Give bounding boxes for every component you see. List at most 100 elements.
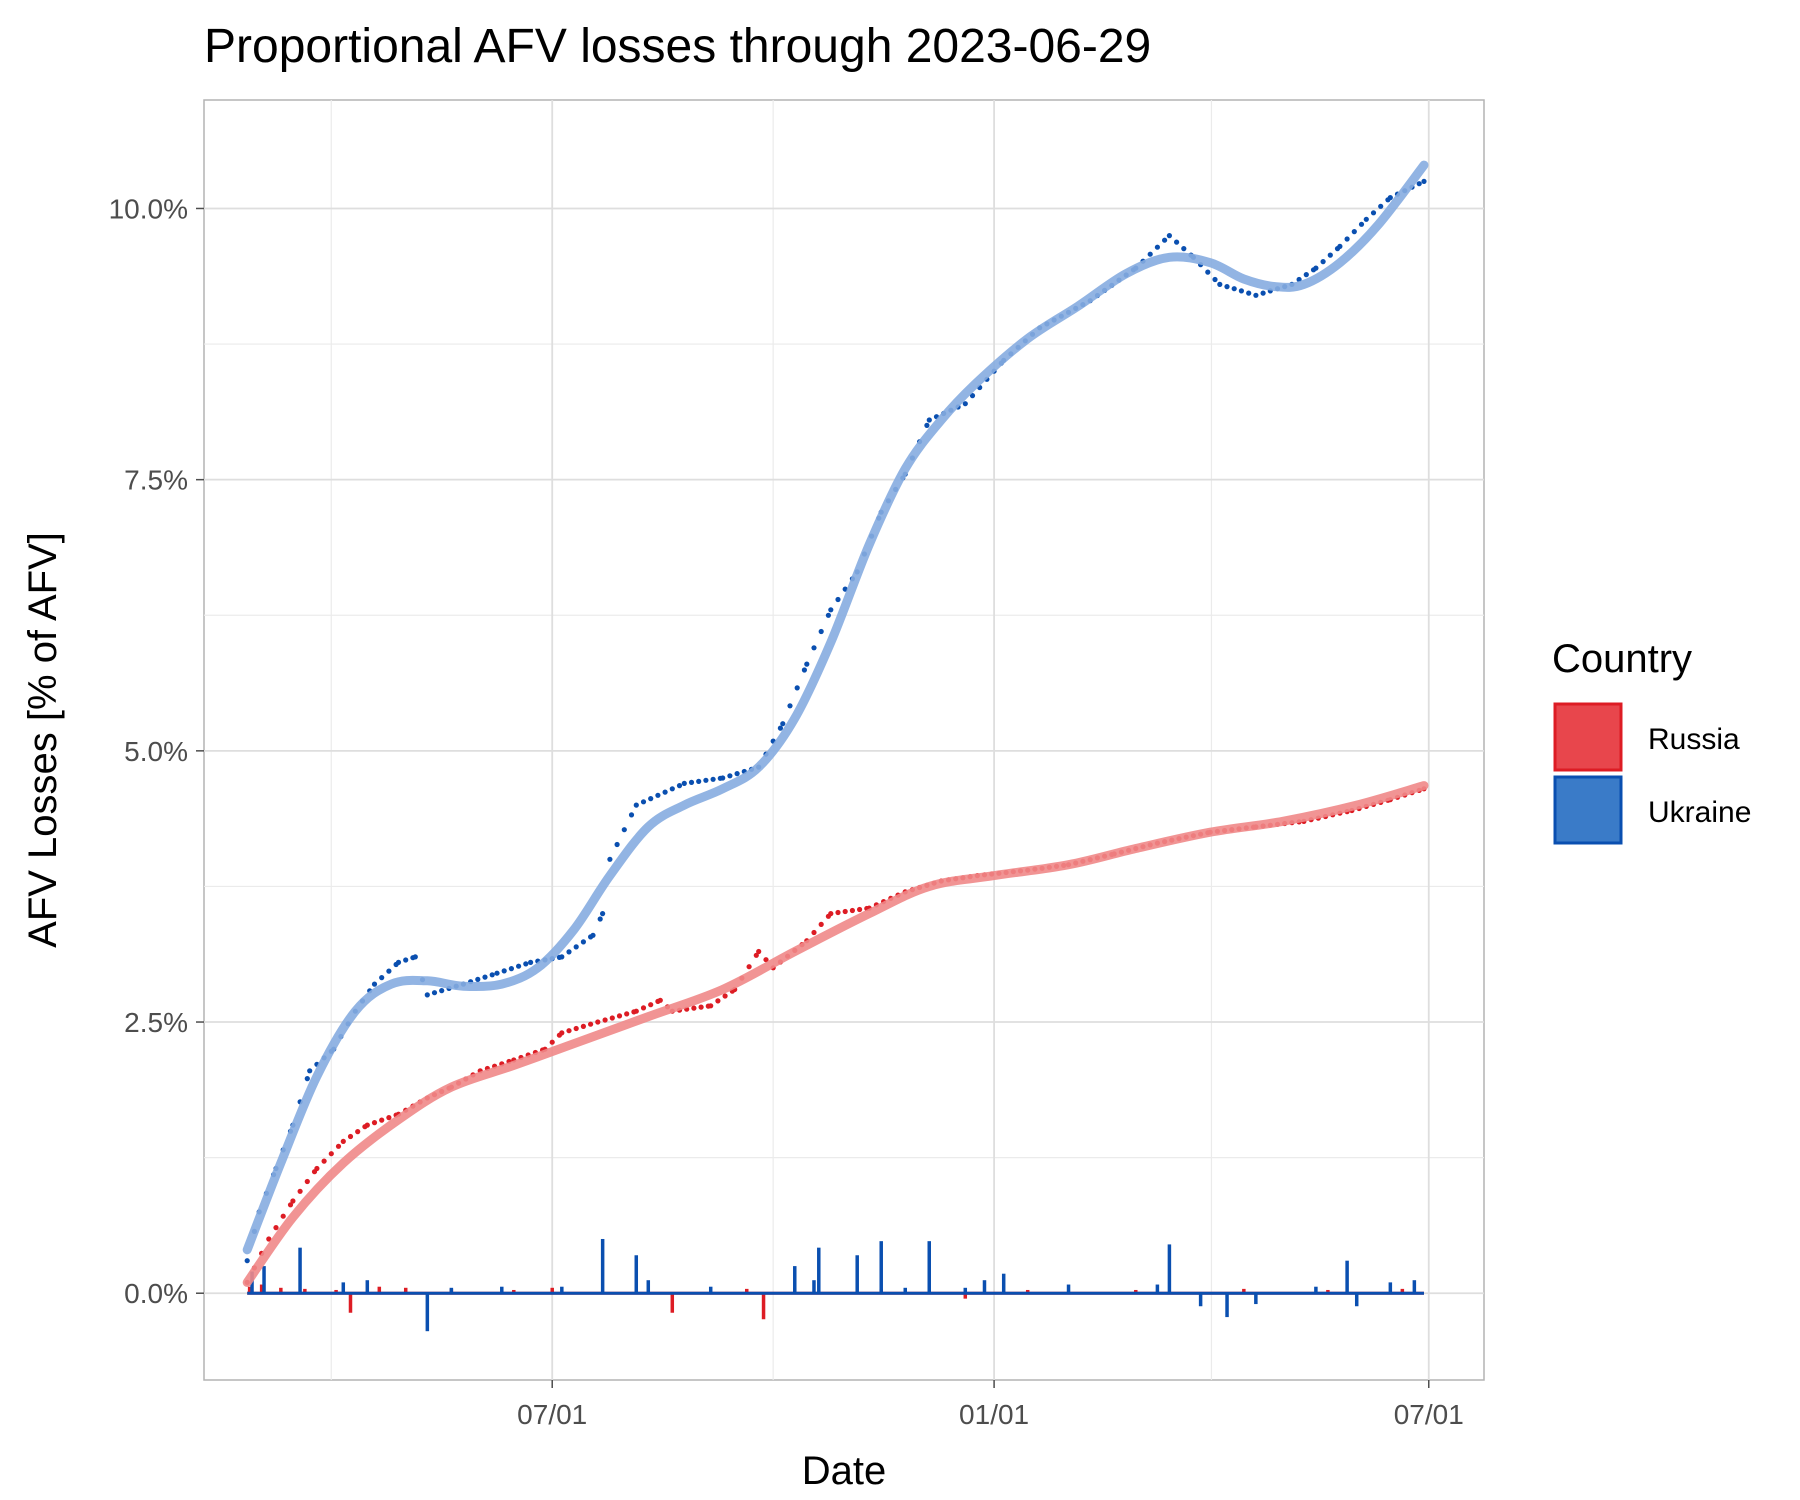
cumulative-point-ukraine <box>787 703 793 709</box>
cumulative-point-ukraine <box>801 667 808 673</box>
y-tick-label: 5.0% <box>124 736 188 767</box>
cumulative-point-russia <box>609 1015 615 1021</box>
legend: Country Russia Ukraine <box>1552 637 1751 845</box>
y-tick-label: 2.5% <box>124 1007 188 1038</box>
cumulative-point-russia <box>566 1028 572 1034</box>
cumulative-point-ukraine <box>580 939 587 945</box>
cumulative-point-ukraine <box>489 972 495 978</box>
legend-title: Country <box>1552 637 1692 681</box>
cumulative-point-russia <box>314 1165 320 1172</box>
cumulative-point-ukraine <box>573 944 579 950</box>
cumulative-point-russia <box>287 1202 294 1208</box>
y-axis-title: AFV Losses [% of AFV] <box>21 532 65 948</box>
cumulative-point-ukraine <box>597 916 603 922</box>
cumulative-point-russia <box>304 1178 310 1185</box>
cumulative-point-russia <box>616 1013 623 1019</box>
cumulative-point-ukraine <box>794 685 800 691</box>
cumulative-point-russia <box>811 929 817 936</box>
cumulative-point-ukraine <box>516 963 522 969</box>
cumulative-point-ukraine <box>669 786 675 792</box>
cumulative-point-ukraine <box>734 771 740 777</box>
cumulative-point-russia <box>857 906 863 913</box>
cumulative-point-ukraine <box>439 988 445 994</box>
cumulative-point-russia <box>335 1143 342 1149</box>
chart-title: Proportional AFV losses through 2023-06-… <box>204 20 1151 73</box>
cumulative-point-russia <box>355 1129 361 1135</box>
cumulative-point-russia <box>835 909 841 916</box>
cumulative-point-ukraine <box>482 974 488 980</box>
cumulative-point-russia <box>328 1151 334 1157</box>
y-axis-ticks: 0.0% 2.5% 5.0% 7.5% 10.0% <box>109 193 204 1309</box>
cumulative-point-russia <box>559 1030 565 1036</box>
cumulative-point-ukraine <box>720 775 726 781</box>
cumulative-point-ukraine <box>244 1258 250 1264</box>
trend-line-ukraine <box>242 160 1429 1255</box>
cumulative-point-ukraine <box>924 422 930 428</box>
cumulative-point-ukraine <box>523 961 529 967</box>
cumulative-point-ukraine <box>600 911 606 917</box>
cumulative-point-ukraine <box>1313 265 1319 271</box>
cumulative-point-ukraine <box>1217 281 1223 287</box>
cumulative-point-ukraine <box>780 721 786 727</box>
cumulative-point-ukraine <box>811 645 817 651</box>
cumulative-point-russia <box>648 1002 654 1008</box>
x-tick-label: 07/01 <box>1394 1399 1464 1430</box>
cumulative-point-ukraine <box>590 932 596 938</box>
cumulative-point-russia <box>595 1019 601 1025</box>
cumulative-point-russia <box>321 1158 327 1164</box>
cumulative-point-russia <box>266 1236 272 1242</box>
cumulative-point-ukraine <box>1363 216 1369 222</box>
cumulative-point-ukraine <box>424 992 430 998</box>
cumulative-point-ukraine <box>1303 272 1309 278</box>
cumulative-point-ukraine <box>662 789 668 795</box>
cumulative-point-russia <box>273 1225 279 1231</box>
y-tick-label: 10.0% <box>109 193 188 224</box>
cumulative-point-ukraine <box>607 856 613 862</box>
cumulative-point-ukraine <box>1358 221 1365 227</box>
cumulative-point-ukraine <box>1181 246 1187 252</box>
cumulative-point-russia <box>698 1004 704 1010</box>
cumulative-point-ukraine <box>621 827 627 833</box>
daily-change-bars <box>247 1238 1424 1332</box>
cumulative-point-ukraine <box>926 417 932 423</box>
legend-label-russia: Russia <box>1648 723 1740 756</box>
cumulative-point-ukraine <box>777 725 784 731</box>
cumulative-point-ukraine <box>386 968 392 974</box>
cumulative-point-russia <box>691 1005 697 1011</box>
cumulative-point-russia <box>818 921 824 928</box>
cumulative-point-ukraine <box>1378 203 1384 209</box>
cumulative-point-ukraine <box>1212 276 1218 283</box>
cumulative-point-ukraine <box>1327 252 1333 258</box>
cumulative-point-russia <box>386 1115 392 1121</box>
cumulative-point-ukraine <box>379 975 385 981</box>
cumulative-point-ukraine <box>1421 178 1427 184</box>
cumulative-point-ukraine <box>828 607 834 613</box>
cumulative-point-ukraine <box>1387 195 1393 201</box>
cumulative-point-ukraine <box>1205 269 1211 275</box>
cumulative-point-russia <box>364 1122 370 1128</box>
cumulative-point-russia <box>849 907 856 914</box>
cumulative-point-russia <box>715 998 721 1004</box>
cumulative-point-russia <box>290 1198 296 1204</box>
cumulative-point-russia <box>640 1005 647 1011</box>
cumulative-point-russia <box>340 1138 346 1144</box>
cumulative-point-ukraine <box>703 777 709 783</box>
cumulative-point-russia <box>828 911 834 917</box>
cumulative-point-ukraine <box>371 981 378 987</box>
cumulative-point-ukraine <box>1224 284 1230 290</box>
cumulative-point-ukraine <box>566 949 572 955</box>
cumulative-point-ukraine <box>1370 210 1377 216</box>
cumulative-point-russia <box>280 1213 286 1219</box>
major-gridlines <box>204 100 1484 1380</box>
cumulative-point-russia <box>573 1025 579 1032</box>
x-axis-title: Date <box>802 1449 887 1493</box>
cumulative-point-ukraine <box>494 970 500 976</box>
cumulative-point-ukraine <box>501 968 507 974</box>
cumulative-point-ukraine <box>559 954 565 960</box>
cumulative-point-ukraine <box>676 783 683 789</box>
cumulative-point-russia <box>633 1008 639 1014</box>
cumulative-point-russia <box>347 1133 354 1140</box>
cumulative-point-ukraine <box>412 954 418 960</box>
cumulative-point-ukraine <box>633 802 639 808</box>
cumulative-point-ukraine <box>681 780 687 787</box>
